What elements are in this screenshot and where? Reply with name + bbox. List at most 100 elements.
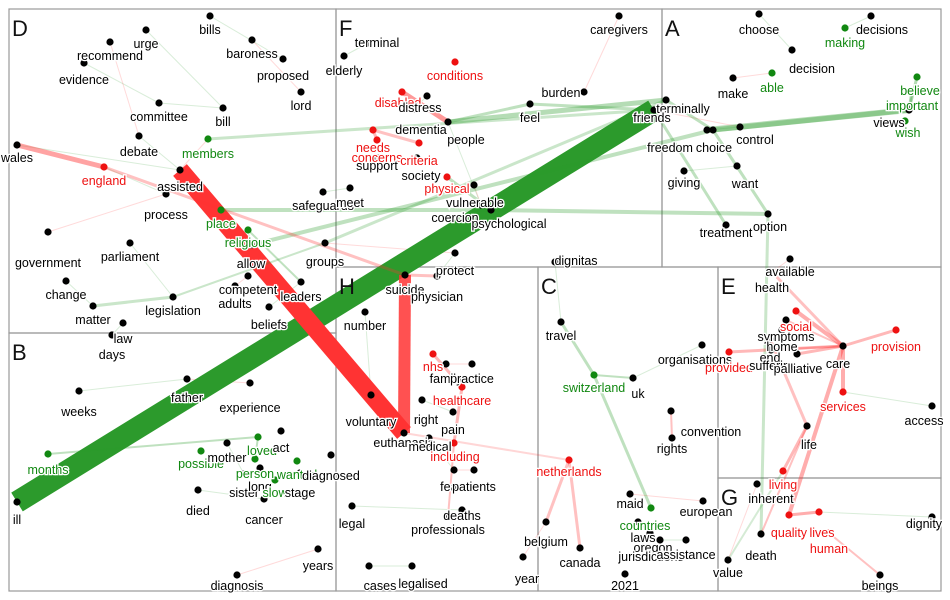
word-dot-uk[interactable] (629, 374, 637, 382)
word-dot-competent[interactable] (244, 272, 252, 280)
word-dot-suffering[interactable] (767, 346, 775, 354)
word-dot-safeguards[interactable] (319, 188, 327, 196)
word-dot-provided[interactable] (725, 348, 733, 356)
word-dot-lord[interactable] (297, 88, 305, 96)
word-dot-baroness[interactable] (248, 36, 256, 44)
word-dot-services[interactable] (839, 388, 847, 396)
word-dot-recommend[interactable] (106, 38, 114, 46)
word-dot-proposed[interactable] (279, 55, 287, 63)
word-dot-change[interactable] (62, 277, 70, 285)
word-dot-voluntary[interactable] (367, 391, 375, 399)
word-dot-sister[interactable] (240, 470, 248, 478)
word-dot-diagnosed[interactable] (327, 451, 335, 459)
word-dot-support[interactable] (373, 154, 381, 162)
word-dot-bill[interactable] (219, 104, 227, 112)
word-dot-diagnosis[interactable] (233, 571, 241, 579)
word-dot-physician[interactable] (433, 272, 441, 280)
word-dot-psychological[interactable] (487, 206, 495, 214)
word-dot-giving[interactable] (680, 167, 688, 175)
word-dot-social[interactable] (792, 307, 800, 315)
word-dot-practice[interactable] (468, 360, 476, 368)
word-dot-terminal[interactable] (364, 39, 372, 47)
word-dot-quality[interactable] (785, 511, 793, 519)
word-dot-netherlands[interactable] (565, 456, 573, 464)
word-dot-elderly[interactable] (340, 52, 348, 60)
word-dot-assisted[interactable] (176, 166, 184, 174)
word-dot-death[interactable] (757, 530, 765, 538)
word-dot-nhs[interactable] (429, 350, 437, 358)
word-dot-making[interactable] (841, 24, 849, 32)
word-dot-want[interactable] (733, 162, 741, 170)
word-dot-needs[interactable] (369, 126, 377, 134)
word-dot-distress[interactable] (423, 92, 431, 100)
word-dot-people[interactable] (444, 118, 452, 126)
word-dot-matter[interactable] (89, 302, 97, 310)
word-dot-committee[interactable] (155, 99, 163, 107)
word-dot-number[interactable] (361, 308, 369, 316)
word-dot-caregivers[interactable] (615, 12, 623, 20)
word-dot-year[interactable] (519, 553, 527, 561)
word-dot-right[interactable] (418, 396, 426, 404)
word-dot-father[interactable] (183, 375, 191, 383)
word-dot-inherent[interactable] (753, 480, 761, 488)
word-dot-freedom[interactable] (703, 126, 711, 134)
word-dot-lives[interactable] (815, 508, 823, 516)
word-dot-months[interactable] (44, 450, 52, 458)
word-dot-wish[interactable] (901, 117, 909, 125)
word-dot-provision[interactable] (892, 326, 900, 334)
word-dot-canada[interactable] (576, 544, 584, 552)
word-dot-belgium[interactable] (542, 518, 550, 526)
word-dot-oregon[interactable] (646, 529, 654, 537)
word-dot-process[interactable] (162, 190, 170, 198)
word-dot-dignity[interactable] (928, 513, 936, 521)
word-dot-burden[interactable] (580, 88, 588, 96)
word-dot-believe[interactable] (913, 73, 921, 81)
word-dot-place[interactable] (217, 206, 225, 214)
word-dot-legalised[interactable] (408, 562, 416, 570)
word-dot-suicide[interactable] (401, 271, 409, 279)
word-dot-government[interactable] (44, 228, 52, 236)
word-dot-meet[interactable] (346, 184, 354, 192)
word-dot-england[interactable] (100, 163, 108, 171)
word-dot-countries[interactable] (647, 504, 655, 512)
word-dot-bills[interactable] (206, 12, 214, 20)
word-dot-health[interactable] (768, 268, 776, 276)
word-dot-died[interactable] (194, 486, 202, 494)
word-dot-make[interactable] (729, 74, 737, 82)
word-dot-palliative[interactable] (793, 350, 801, 358)
word-dot-days[interactable] (108, 331, 116, 339)
word-dot-vulnerable[interactable] (470, 181, 478, 189)
word-dot-2021[interactable] (621, 570, 629, 578)
word-dot-disabled[interactable] (398, 88, 406, 96)
word-dot-beliefs[interactable] (265, 303, 273, 311)
word-dot-allow[interactable] (247, 241, 255, 249)
word-dot-pain[interactable] (449, 408, 457, 416)
word-dot-religious[interactable] (244, 226, 252, 234)
word-dot-years[interactable] (314, 545, 322, 553)
word-dot-leaders[interactable] (297, 278, 305, 286)
word-dot-protect[interactable] (451, 249, 459, 257)
word-dot-human[interactable] (825, 529, 833, 537)
word-dot-beings[interactable] (876, 571, 884, 579)
word-dot-available[interactable] (786, 255, 794, 263)
word-dot-weeks[interactable] (75, 387, 83, 395)
word-dot-access[interactable] (928, 402, 936, 410)
word-dot-conditions[interactable] (451, 58, 459, 66)
word-dot-value[interactable] (724, 556, 732, 564)
word-dot-treatment[interactable] (722, 221, 730, 229)
word-dot-including[interactable] (450, 439, 458, 447)
word-dot-experience[interactable] (246, 379, 254, 387)
word-dot-choose[interactable] (755, 10, 763, 18)
word-dot-dementia[interactable] (410, 105, 418, 113)
word-dot-parliament[interactable] (126, 239, 134, 247)
word-dot-groups[interactable] (321, 239, 329, 247)
word-dot-act[interactable] (277, 427, 285, 435)
word-dot-choice[interactable] (709, 126, 717, 134)
word-dot-terminally[interactable] (662, 96, 670, 104)
word-dot-dignitas[interactable] (551, 258, 559, 266)
word-dot-laws[interactable] (634, 518, 642, 526)
word-dot-life[interactable] (803, 422, 811, 430)
word-dot-convention[interactable] (667, 407, 675, 415)
word-dot-assistance[interactable] (682, 536, 690, 544)
word-dot-travel[interactable] (557, 318, 565, 326)
